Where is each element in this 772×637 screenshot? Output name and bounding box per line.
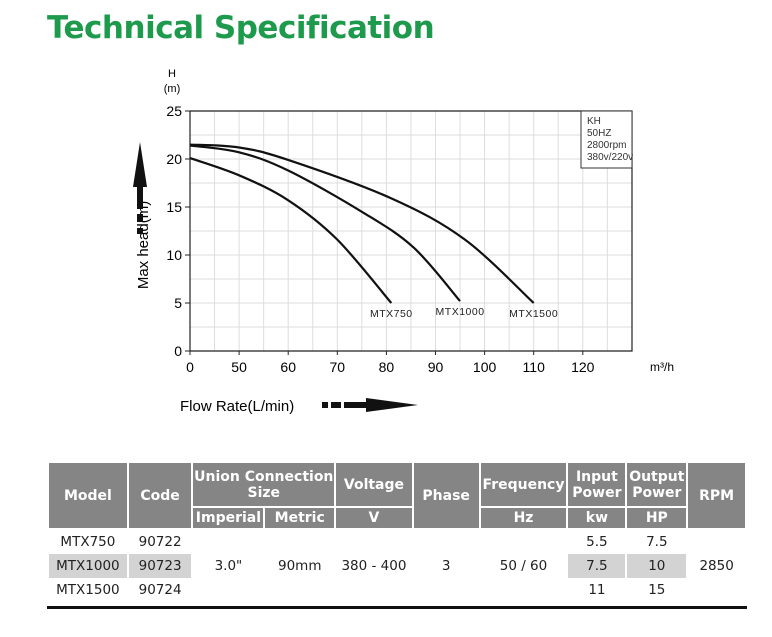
- curve-label: MTX1000: [436, 306, 485, 318]
- legend-line: KH: [587, 116, 601, 127]
- legend-line: 380v/220v: [587, 152, 633, 163]
- curve-label: MTX750: [370, 308, 413, 320]
- plot-frame: [189, 110, 633, 352]
- cell-voltage: 380 - 400: [341, 558, 407, 574]
- x-tick-label: 80: [379, 359, 395, 375]
- cell-phase: 3: [441, 558, 451, 574]
- x-tick-label: 50: [231, 359, 247, 375]
- cell-output: 10: [627, 554, 687, 578]
- header-input-unit: kw: [568, 508, 626, 530]
- header-output-unit: HP: [627, 508, 687, 530]
- cell-metric: 90mm: [277, 558, 322, 574]
- x-axis-label: Flow Rate(L/min): [180, 398, 294, 415]
- header-model: Model: [49, 463, 127, 530]
- y-tick-label: 15: [166, 199, 182, 215]
- page-title: Technical Specification: [47, 10, 435, 46]
- cell-output: 7.5: [646, 534, 668, 550]
- header-code: Code: [128, 463, 192, 530]
- curve-mtx750: [189, 157, 393, 304]
- curve-mtx1000: [189, 144, 461, 302]
- cell-model: MTX1000: [49, 554, 127, 578]
- x-tick-label: 60: [280, 359, 296, 375]
- y-tick-label: 25: [166, 103, 182, 119]
- y-tick-label: 10: [166, 247, 182, 263]
- x-unit-label: m³/h: [650, 360, 674, 374]
- spec-table: Model Code Union Connection Size Voltage…: [47, 463, 747, 602]
- y-tick-label: 5: [174, 295, 182, 311]
- cell-output: 15: [648, 582, 666, 598]
- table-row: MTX1500 90724 11 15: [49, 578, 745, 602]
- x-tick-label: 120: [571, 359, 595, 375]
- header-voltage: Voltage: [336, 463, 412, 508]
- header-voltage-unit: V: [336, 508, 412, 530]
- table-bottom-rule: [47, 606, 747, 609]
- header-output-power: Output Power: [627, 463, 687, 508]
- curve-mtx1500: [189, 143, 535, 304]
- cell-imperial: 3.0": [214, 558, 243, 574]
- right-arrow-icon: [322, 398, 418, 412]
- legend-line: 2800rpm: [587, 140, 626, 151]
- cell-input: 7.5: [568, 554, 626, 578]
- pump-curve-chart: H (m) 0 5 10 15 20 25 0 50 60 70 80 90 100 110 120 MTX…: [133, 68, 674, 415]
- cell-rpm: 2850: [699, 558, 734, 574]
- cell-code: 90724: [138, 582, 182, 598]
- cell-input: 11: [588, 582, 606, 598]
- legend-line: 50HZ: [587, 128, 611, 139]
- x-tick-label: 100: [473, 359, 497, 375]
- header-input-power: Input Power: [568, 463, 626, 508]
- up-arrow-icon: [133, 142, 147, 234]
- y-tick-label: 0: [174, 343, 182, 359]
- cell-input: 5.5: [586, 534, 608, 550]
- cell-model: MTX750: [60, 534, 116, 550]
- table-row: MTX1000 90723 7.5 10: [49, 554, 745, 578]
- legend-box: [580, 110, 633, 169]
- header-metric: Metric: [265, 508, 335, 530]
- cell-frequency: 50 / 60: [499, 558, 548, 574]
- header-union: Union Connection Size: [193, 463, 335, 508]
- table-row: MTX750 90722 3.0" 90mm 380 - 400 3 50 / …: [49, 530, 745, 574]
- x-tick-label: 0: [186, 359, 194, 375]
- y-tick-label: 20: [166, 151, 182, 167]
- header-frequency: Frequency: [480, 463, 567, 508]
- header-frequency-unit: Hz: [480, 508, 567, 530]
- cell-code: 90723: [128, 554, 192, 578]
- header-imperial: Imperial: [193, 508, 264, 530]
- x-tick-label: 110: [523, 359, 546, 375]
- y-unit-h: H: [168, 68, 176, 80]
- y-unit-m: (m): [164, 83, 181, 95]
- header-phase: Phase: [413, 463, 479, 530]
- cell-code: 90722: [138, 534, 182, 550]
- header-rpm: RPM: [688, 463, 745, 530]
- cell-model: MTX1500: [56, 582, 120, 598]
- y-axis-label: Max head(m): [135, 201, 152, 289]
- x-tick-label: 90: [428, 359, 444, 375]
- curve-label: MTX1500: [509, 308, 558, 320]
- x-tick-label: 70: [330, 359, 346, 375]
